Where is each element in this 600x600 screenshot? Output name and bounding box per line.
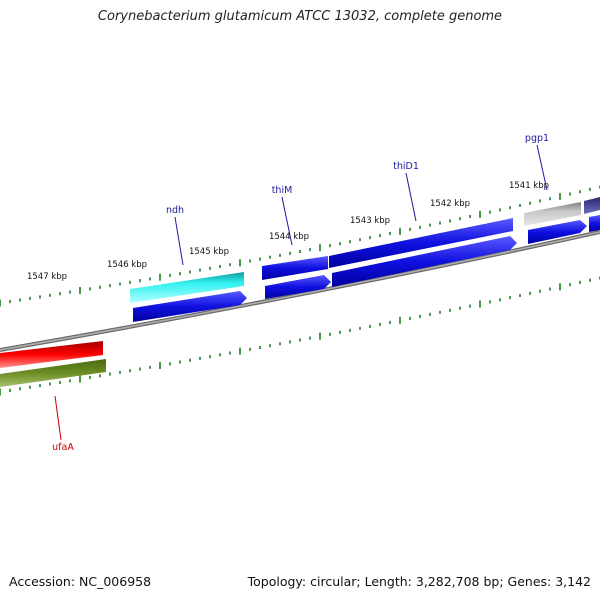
genome-backbone-highlight bbox=[0, 231, 600, 351]
kbp-label-1544: 1544 kbp bbox=[269, 232, 309, 242]
map-title: Corynebacterium glutamicum ATCC 13032, c… bbox=[97, 9, 503, 24]
leader-ufaA bbox=[54, 395, 62, 441]
gene-arrow-2[interactable] bbox=[265, 275, 331, 299]
kbp-label-1545: 1545 kbp bbox=[189, 247, 229, 257]
gene-pgp1-feature[interactable] bbox=[524, 202, 581, 226]
kbp-label-1543: 1543 kbp bbox=[350, 216, 390, 226]
gene-labels: pgp1 thiD1 thiM ndh ufaA bbox=[52, 133, 549, 453]
gene-label-pgp1[interactable]: pgp1 bbox=[525, 133, 549, 144]
gene-thiD1-feature[interactable] bbox=[329, 218, 513, 268]
kbp-labels: 1541 kbp 1542 kbp 1543 kbp 1544 kbp 1545… bbox=[27, 181, 549, 282]
outer-tick-track bbox=[0, 185, 600, 307]
gene-thiM-feature[interactable] bbox=[262, 256, 328, 280]
gene-arrow-5[interactable] bbox=[589, 215, 600, 232]
gene-label-ndh[interactable]: ndh bbox=[166, 205, 184, 216]
gene-arrow-3[interactable] bbox=[332, 236, 517, 287]
gene-label-ufaA[interactable]: ufaA bbox=[52, 442, 74, 453]
accession-text: Accession: NC_006958 bbox=[9, 574, 152, 589]
gene-slate-feature[interactable] bbox=[584, 197, 600, 214]
leader-ndh bbox=[174, 216, 184, 266]
kbp-label-1541: 1541 kbp bbox=[509, 181, 549, 191]
gene-ufaA-feature[interactable] bbox=[0, 341, 103, 368]
gene-arrow-1[interactable] bbox=[133, 291, 247, 322]
kbp-label-1546: 1546 kbp bbox=[107, 260, 147, 270]
inner-tick-track bbox=[0, 276, 600, 396]
leader-thiM bbox=[281, 196, 293, 246]
gene-olive-feature[interactable] bbox=[0, 359, 106, 387]
kbp-label-1542: 1542 kbp bbox=[430, 199, 470, 209]
lower-strand-features bbox=[133, 215, 600, 322]
kbp-label-1547: 1547 kbp bbox=[27, 272, 67, 282]
gene-ndh-feature[interactable] bbox=[130, 272, 244, 303]
genome-summary-text: Topology: circular; Length: 3,282,708 bp… bbox=[247, 574, 591, 589]
gene-label-thiM[interactable]: thiM bbox=[272, 185, 293, 196]
leader-pgp1 bbox=[536, 144, 548, 191]
leader-thiD1 bbox=[405, 172, 417, 222]
ufaA-features bbox=[0, 341, 106, 387]
gene-label-thiD1[interactable]: thiD1 bbox=[393, 161, 419, 172]
gene-label-leaders bbox=[54, 144, 548, 441]
forward-strand-features bbox=[130, 197, 600, 303]
gene-arrow-4[interactable] bbox=[528, 220, 587, 244]
